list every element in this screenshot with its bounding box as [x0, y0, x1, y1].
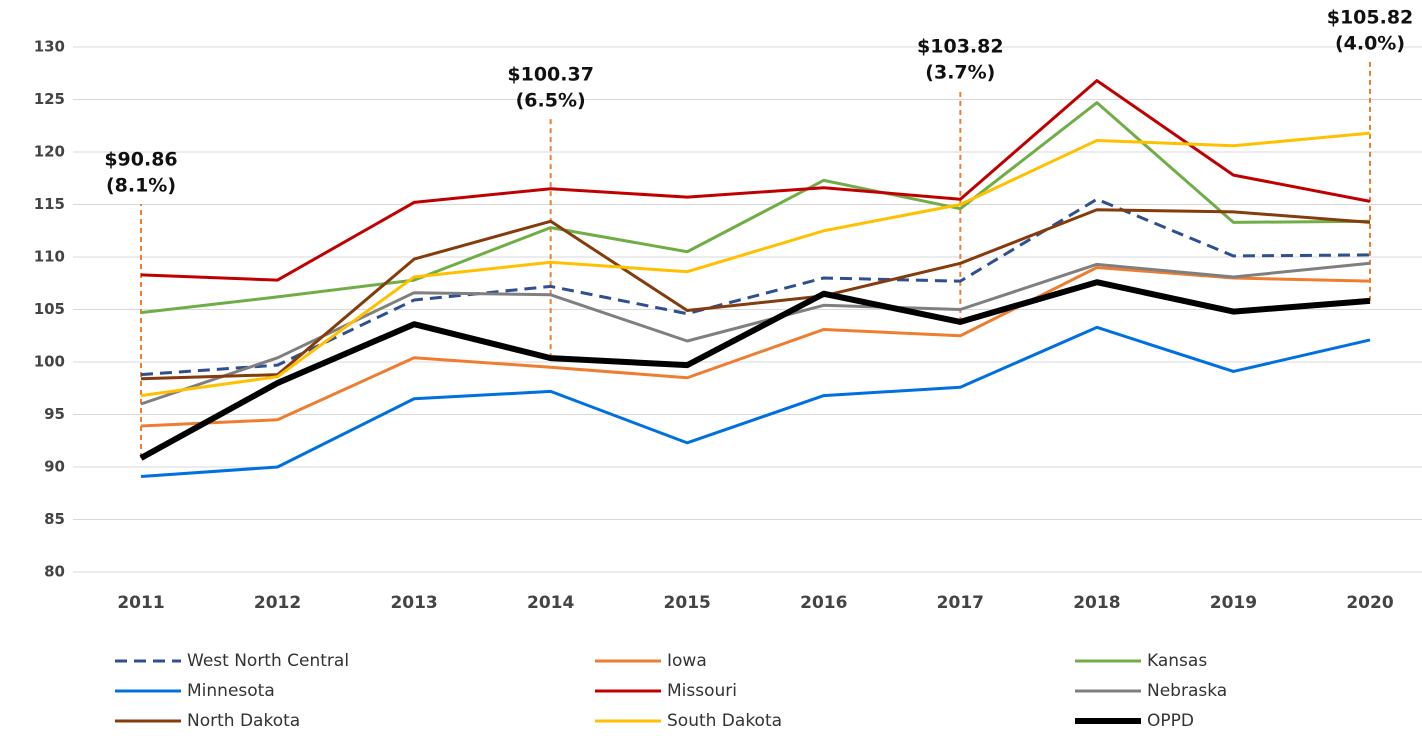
x-tick-label: 2016 [800, 593, 847, 613]
y-tick-label: 90 [44, 458, 65, 476]
annotation-text: $100.37 [507, 64, 594, 86]
series-line [140, 266, 1371, 428]
series-line [140, 325, 1371, 478]
y-tick-label: 120 [34, 143, 65, 161]
series-line [140, 208, 1371, 381]
x-tick-label: 2018 [1073, 593, 1120, 613]
x-tick-label: 2019 [1210, 593, 1257, 613]
series-line [140, 131, 1371, 398]
legend-label: South Dakota [667, 711, 782, 731]
y-tick-label: 125 [34, 90, 65, 108]
legend-label: Minnesota [187, 681, 275, 701]
x-tick-label: 2020 [1346, 593, 1393, 613]
legend-label: OPPD [1147, 711, 1194, 731]
y-tick-label: 80 [44, 563, 65, 581]
annotation-text: (3.7%) [925, 62, 995, 84]
x-tick-label: 2013 [390, 593, 437, 613]
annotation-text: $105.82 [1327, 7, 1414, 29]
legend-label: North Dakota [187, 711, 300, 731]
y-tick-label: 100 [34, 353, 65, 371]
series-line [140, 79, 1371, 282]
annotation-text: (6.5%) [516, 90, 586, 112]
legend-label: Iowa [667, 651, 707, 671]
series-line [140, 197, 1371, 377]
y-tick-label: 95 [44, 405, 65, 423]
y-tick-label: 85 [44, 510, 65, 528]
x-tick-label: 2012 [254, 593, 301, 613]
x-tick-label: 2011 [117, 593, 164, 613]
legend-label: Kansas [1147, 651, 1207, 671]
x-tick-label: 2014 [527, 593, 574, 613]
annotation-text: $103.82 [917, 36, 1004, 58]
legend-label: Missouri [667, 681, 737, 701]
y-tick-label: 105 [34, 300, 65, 318]
y-tick-label: 130 [34, 38, 65, 56]
y-tick-label: 110 [34, 248, 65, 266]
x-tick-label: 2015 [664, 593, 711, 613]
series-line [140, 101, 1371, 315]
series-line [139, 279, 1371, 461]
legend-label: West North Central [187, 651, 349, 671]
y-tick-label: 115 [34, 195, 65, 213]
legend-label: Nebraska [1147, 681, 1227, 701]
annotation-text: $90.86 [104, 149, 177, 171]
x-tick-label: 2017 [937, 593, 984, 613]
annotation-text: (8.1%) [106, 175, 176, 197]
annotation-text: (4.0%) [1335, 33, 1405, 55]
